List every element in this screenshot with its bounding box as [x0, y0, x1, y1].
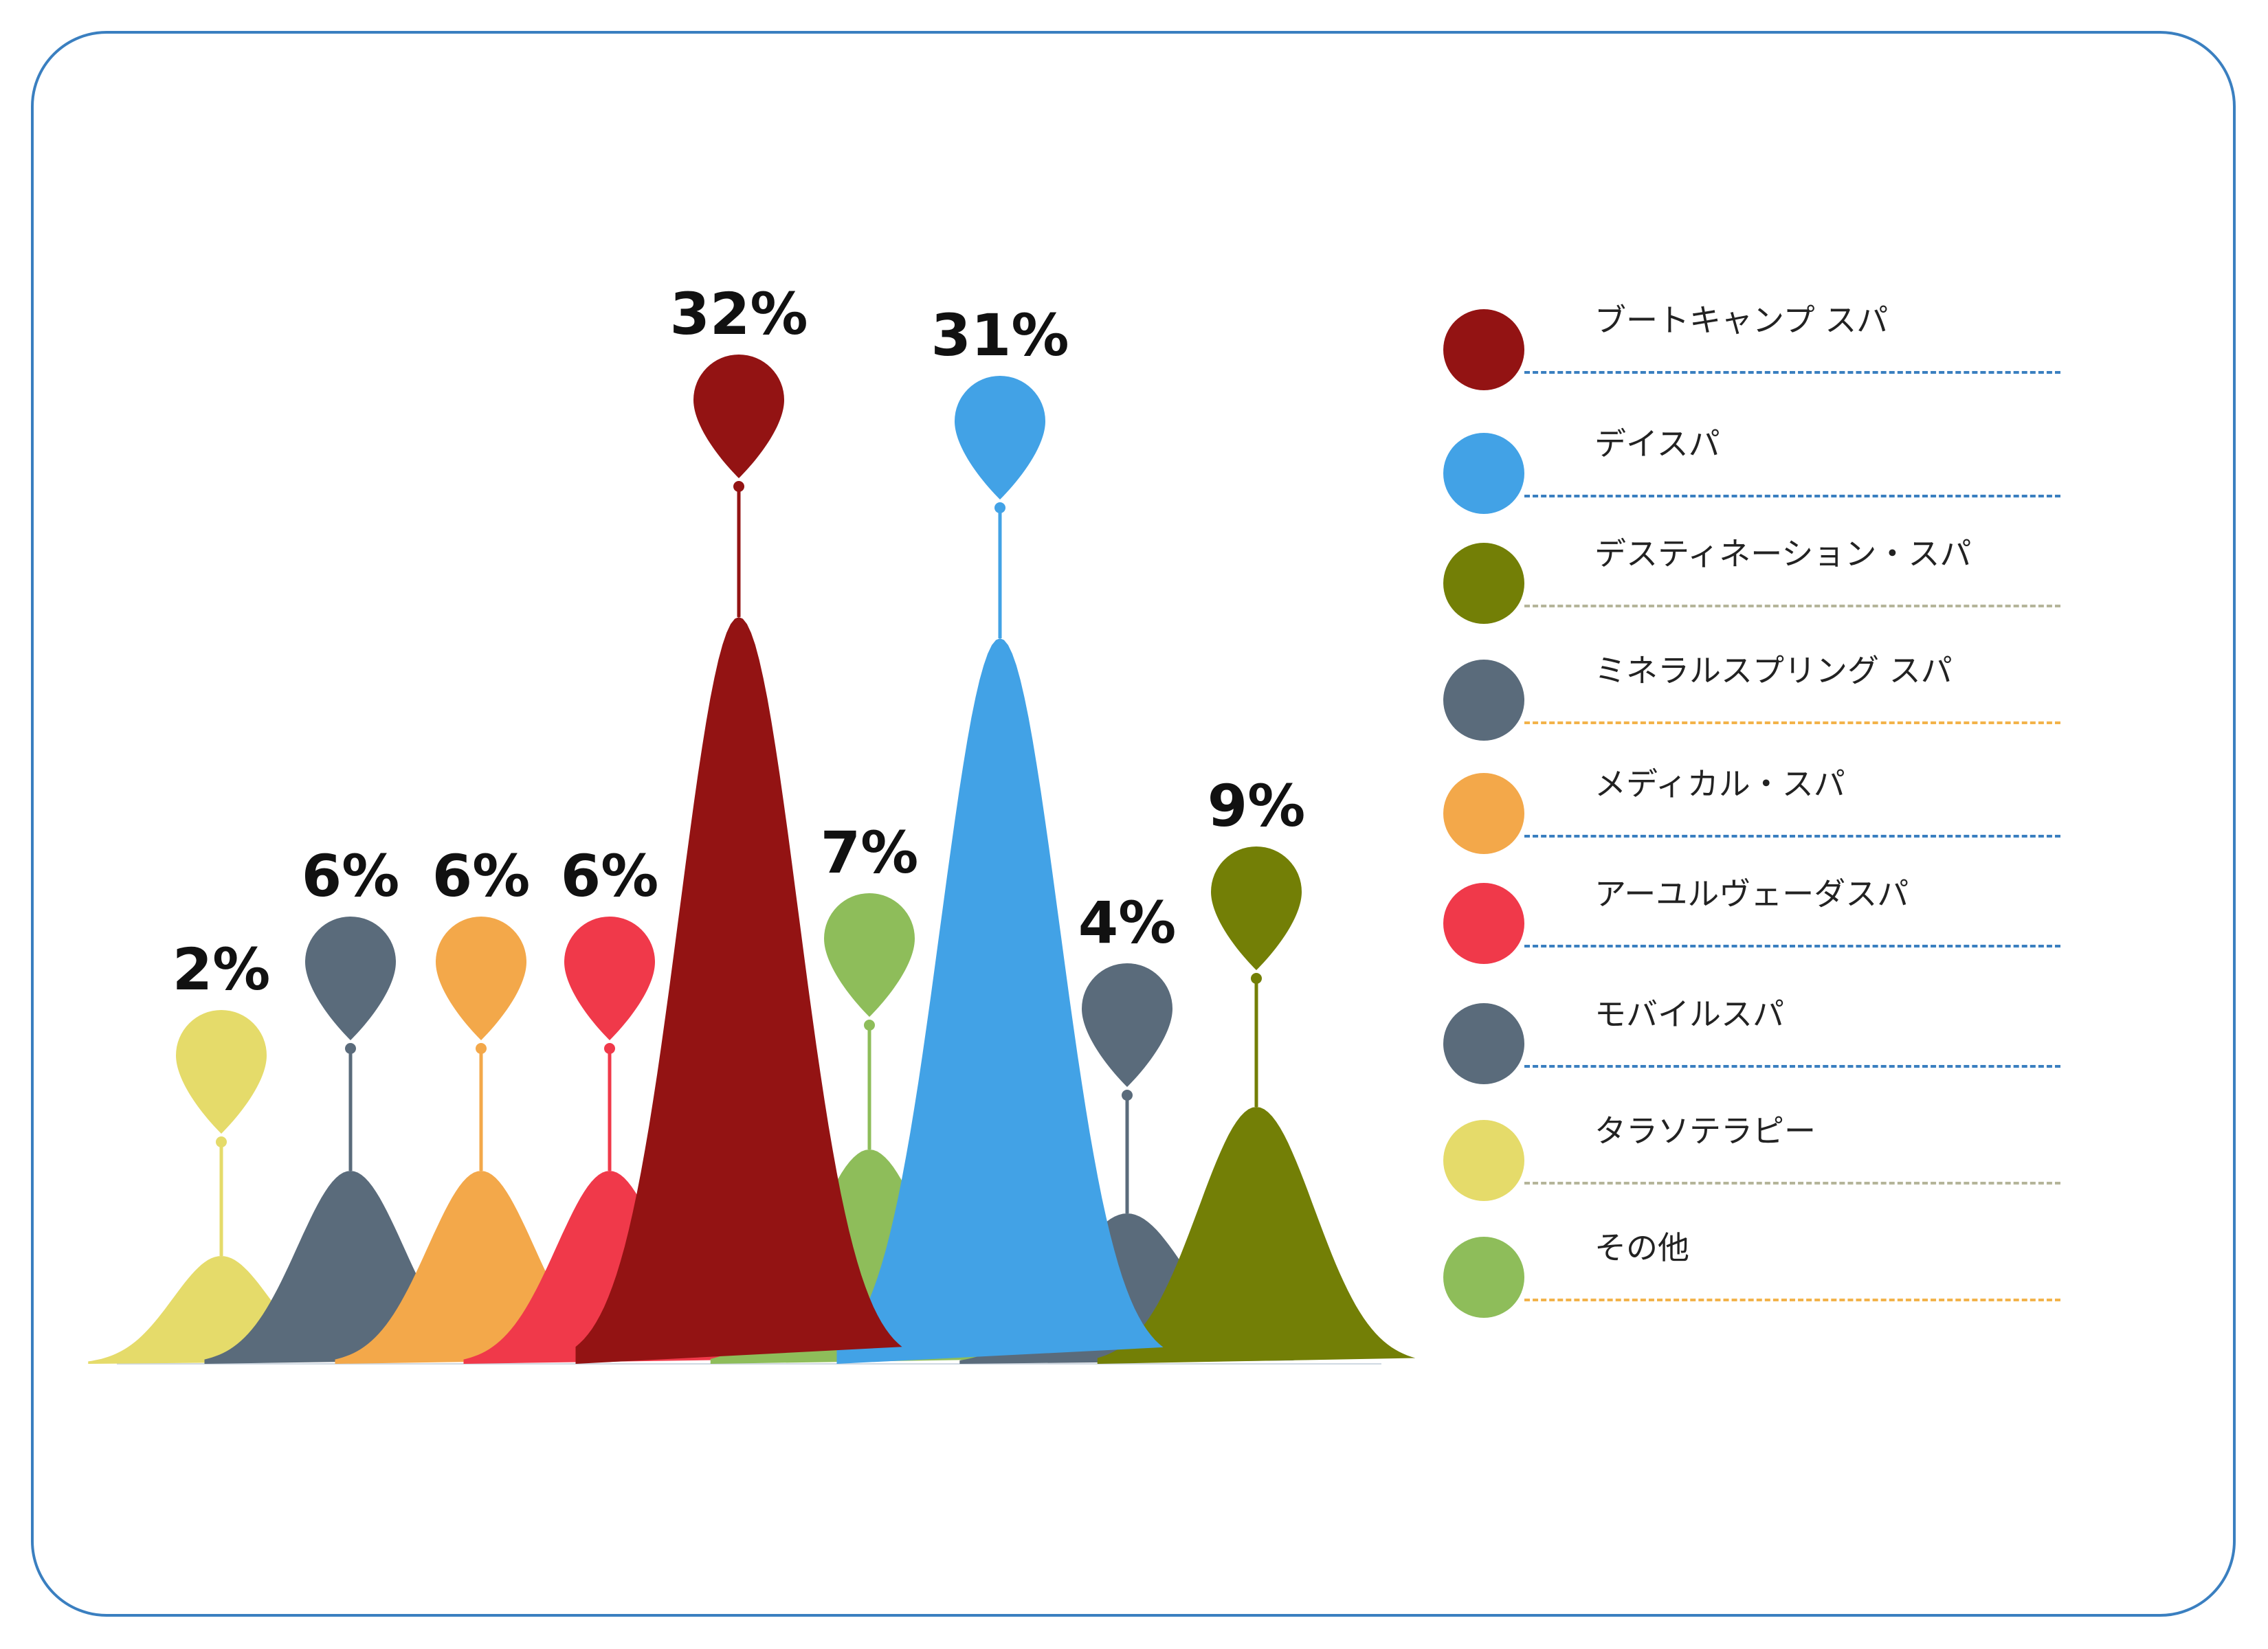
chart-frame	[31, 31, 2236, 1617]
legend-item-medical-spa: メディカル・スパ	[1443, 759, 2062, 855]
legend-item-thalassotherapy: タラソテラピー	[1443, 1106, 2062, 1202]
legend-item-day-spa: デイスパ	[1443, 419, 2062, 515]
legend-label: ブートキャンプ スパ	[1594, 302, 1889, 339]
legend-label: その他	[1594, 1229, 1689, 1266]
legend-divider	[1524, 1065, 2060, 1068]
pin-marker-2	[436, 917, 526, 1040]
stem-dot-0	[216, 1136, 227, 1147]
legend-item-ayurveda-spa: アーユルヴェーダスパ	[1443, 869, 2062, 965]
stem-dot-3	[604, 1043, 615, 1054]
legend-swatch	[1443, 1120, 1524, 1201]
pin-marker-6	[955, 376, 1045, 500]
legend-divider	[1524, 371, 2060, 374]
legend-label: ミネラルスプリング スパ	[1594, 652, 1953, 689]
legend-swatch	[1443, 309, 1524, 390]
value-label-4: 32%	[669, 280, 808, 348]
legend-swatch	[1443, 1237, 1524, 1318]
value-label-1: 6%	[302, 842, 400, 910]
peak-6	[836, 638, 1164, 1364]
pin-marker-8	[1211, 846, 1302, 970]
pin-marker-7	[1082, 963, 1172, 1087]
pin-marker-4	[693, 355, 784, 478]
legend-swatch	[1443, 543, 1524, 624]
stem-dot-2	[476, 1043, 487, 1054]
legend-item-other: その他	[1443, 1223, 2062, 1319]
legend-divider	[1524, 721, 2060, 724]
legend-item-destination-spa: デスティネーション・スパ	[1443, 529, 2062, 625]
peaks-layer	[88, 617, 1416, 1364]
value-label-0: 2%	[173, 936, 271, 1003]
legend-divider	[1524, 605, 2060, 607]
value-label-5: 7%	[821, 819, 919, 886]
legend-item-bootcamp-spa: ブートキャンプ スパ	[1443, 295, 2062, 392]
stem-dot-1	[345, 1043, 356, 1054]
legend-item-mineral-spring-spa: ミネラルスプリング スパ	[1443, 646, 2062, 742]
pin-marker-5	[824, 893, 915, 1017]
legend-swatch	[1443, 433, 1524, 514]
legend-label: デスティネーション・スパ	[1594, 535, 1972, 572]
stem-dot-5	[864, 1020, 875, 1031]
legend-item-mobile-spa: モバイルスパ	[1443, 989, 2062, 1086]
legend-swatch	[1443, 1003, 1524, 1084]
legend-label: メディカル・スパ	[1594, 765, 1845, 803]
legend-divider	[1524, 495, 2060, 497]
legend-divider	[1524, 945, 2060, 947]
legend-divider	[1524, 1299, 2060, 1301]
pin-marker-3	[564, 917, 655, 1040]
pin-marker-0	[176, 1010, 267, 1134]
legend-label: アーユルヴェーダスパ	[1594, 875, 1909, 912]
pin-marker-1	[305, 917, 396, 1040]
legend-divider	[1524, 835, 2060, 838]
stem-dot-4	[733, 481, 744, 492]
peak-4	[575, 617, 902, 1364]
value-label-6: 31%	[931, 302, 1069, 369]
markers-layer: 2% 6% 6% 6% 7% 4% 9% 31% 32%	[173, 280, 1306, 1256]
legend-label: デイスパ	[1594, 425, 1720, 462]
stem-dot-7	[1122, 1090, 1133, 1101]
legend-swatch	[1443, 660, 1524, 741]
peak-8	[1097, 1107, 1416, 1364]
legend-divider	[1524, 1182, 2060, 1185]
legend-swatch	[1443, 883, 1524, 964]
value-label-2: 6%	[432, 842, 531, 910]
value-label-7: 4%	[1078, 889, 1177, 956]
legend-label: モバイルスパ	[1594, 996, 1784, 1033]
value-label-3: 6%	[561, 842, 659, 910]
legend-swatch	[1443, 773, 1524, 854]
stem-dot-8	[1251, 973, 1262, 984]
value-label-8: 9%	[1208, 772, 1306, 840]
legend-label: タラソテラピー	[1594, 1112, 1816, 1149]
stem-dot-6	[994, 502, 1005, 513]
